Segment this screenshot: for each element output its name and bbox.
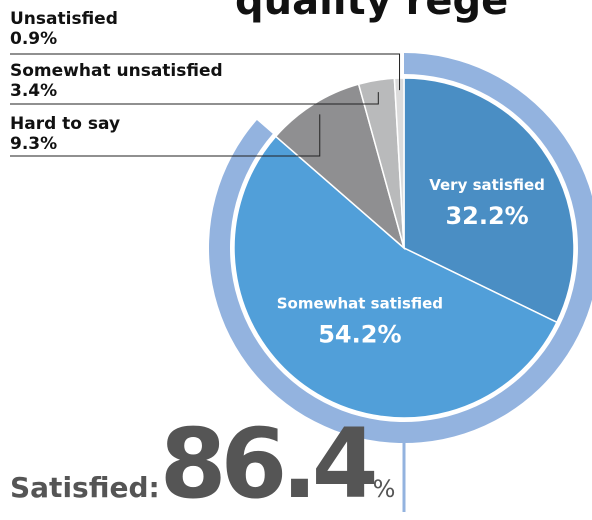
callout-unsatisfied: Unsatisfied 0.9% bbox=[10, 9, 118, 49]
slice-somewhat-satisfied-label: Somewhat satisfied bbox=[277, 295, 443, 313]
chart-title-fragment: quality rege bbox=[235, 0, 509, 24]
slice-very-satisfied-label: Very satisfied bbox=[429, 176, 545, 194]
slice-somewhat-satisfied-value: 54.2% bbox=[318, 321, 401, 349]
leader-hard-to-say bbox=[10, 114, 321, 157]
leader-unsatisfied bbox=[10, 53, 401, 91]
satisfied-total: Satisfied:86.4% bbox=[10, 408, 395, 520]
callout-somewhat-unsatisfied-label: Somewhat unsatisfied bbox=[10, 61, 223, 81]
callout-hard-to-say-value: 9.3% bbox=[10, 133, 58, 154]
satisfied-total-value: 86.4 bbox=[159, 408, 379, 520]
callout-hard-to-say: Hard to say 9.3% bbox=[10, 114, 121, 154]
slice-very-satisfied-value: 32.2% bbox=[445, 202, 528, 230]
callout-somewhat-unsatisfied: Somewhat unsatisfied 3.4% bbox=[10, 61, 223, 101]
callout-unsatisfied-value: 0.9% bbox=[10, 28, 58, 49]
satisfied-total-unit: % bbox=[372, 475, 396, 503]
callout-hard-to-say-label: Hard to say bbox=[10, 114, 121, 134]
callout-somewhat-unsatisfied-value: 3.4% bbox=[10, 80, 58, 101]
satisfied-total-label: Satisfied: bbox=[10, 471, 160, 504]
callout-unsatisfied-label: Unsatisfied bbox=[10, 9, 118, 29]
leader-somewhat-unsatisfied bbox=[10, 92, 379, 105]
slice-very-satisfied bbox=[403, 77, 575, 324]
slice-somewhat-satisfied bbox=[233, 135, 558, 419]
